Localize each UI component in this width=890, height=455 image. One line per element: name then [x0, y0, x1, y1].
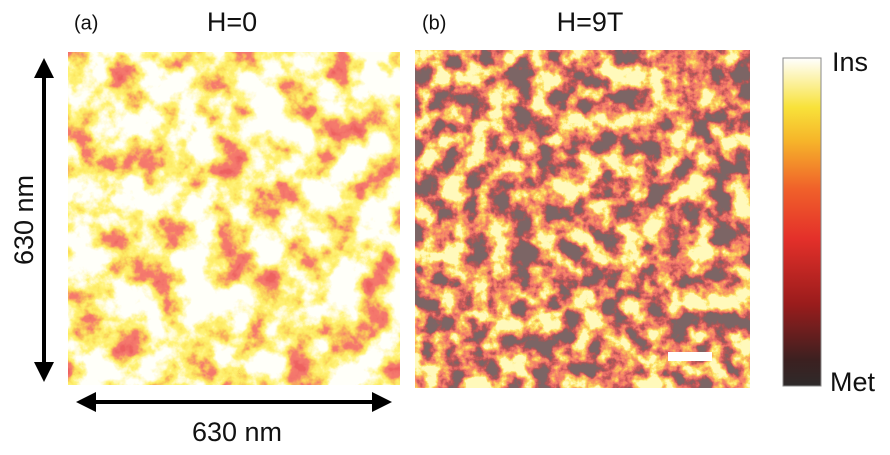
panel-label: (a) — [74, 12, 98, 34]
colorbar-bottom-label: Met — [830, 367, 876, 397]
map-image-b — [415, 50, 750, 388]
colorbar — [782, 57, 822, 387]
panel-title: H=9T — [557, 7, 624, 37]
scale-bar — [668, 352, 712, 361]
panel-label: (b) — [422, 12, 446, 34]
colorbar-top-label: Ins — [832, 47, 868, 77]
horizontal-label: 630 nm — [192, 417, 282, 447]
vertical-label: 630 nm — [9, 175, 39, 265]
panel-title: H=0 — [207, 7, 257, 37]
map-image-a — [68, 52, 400, 385]
